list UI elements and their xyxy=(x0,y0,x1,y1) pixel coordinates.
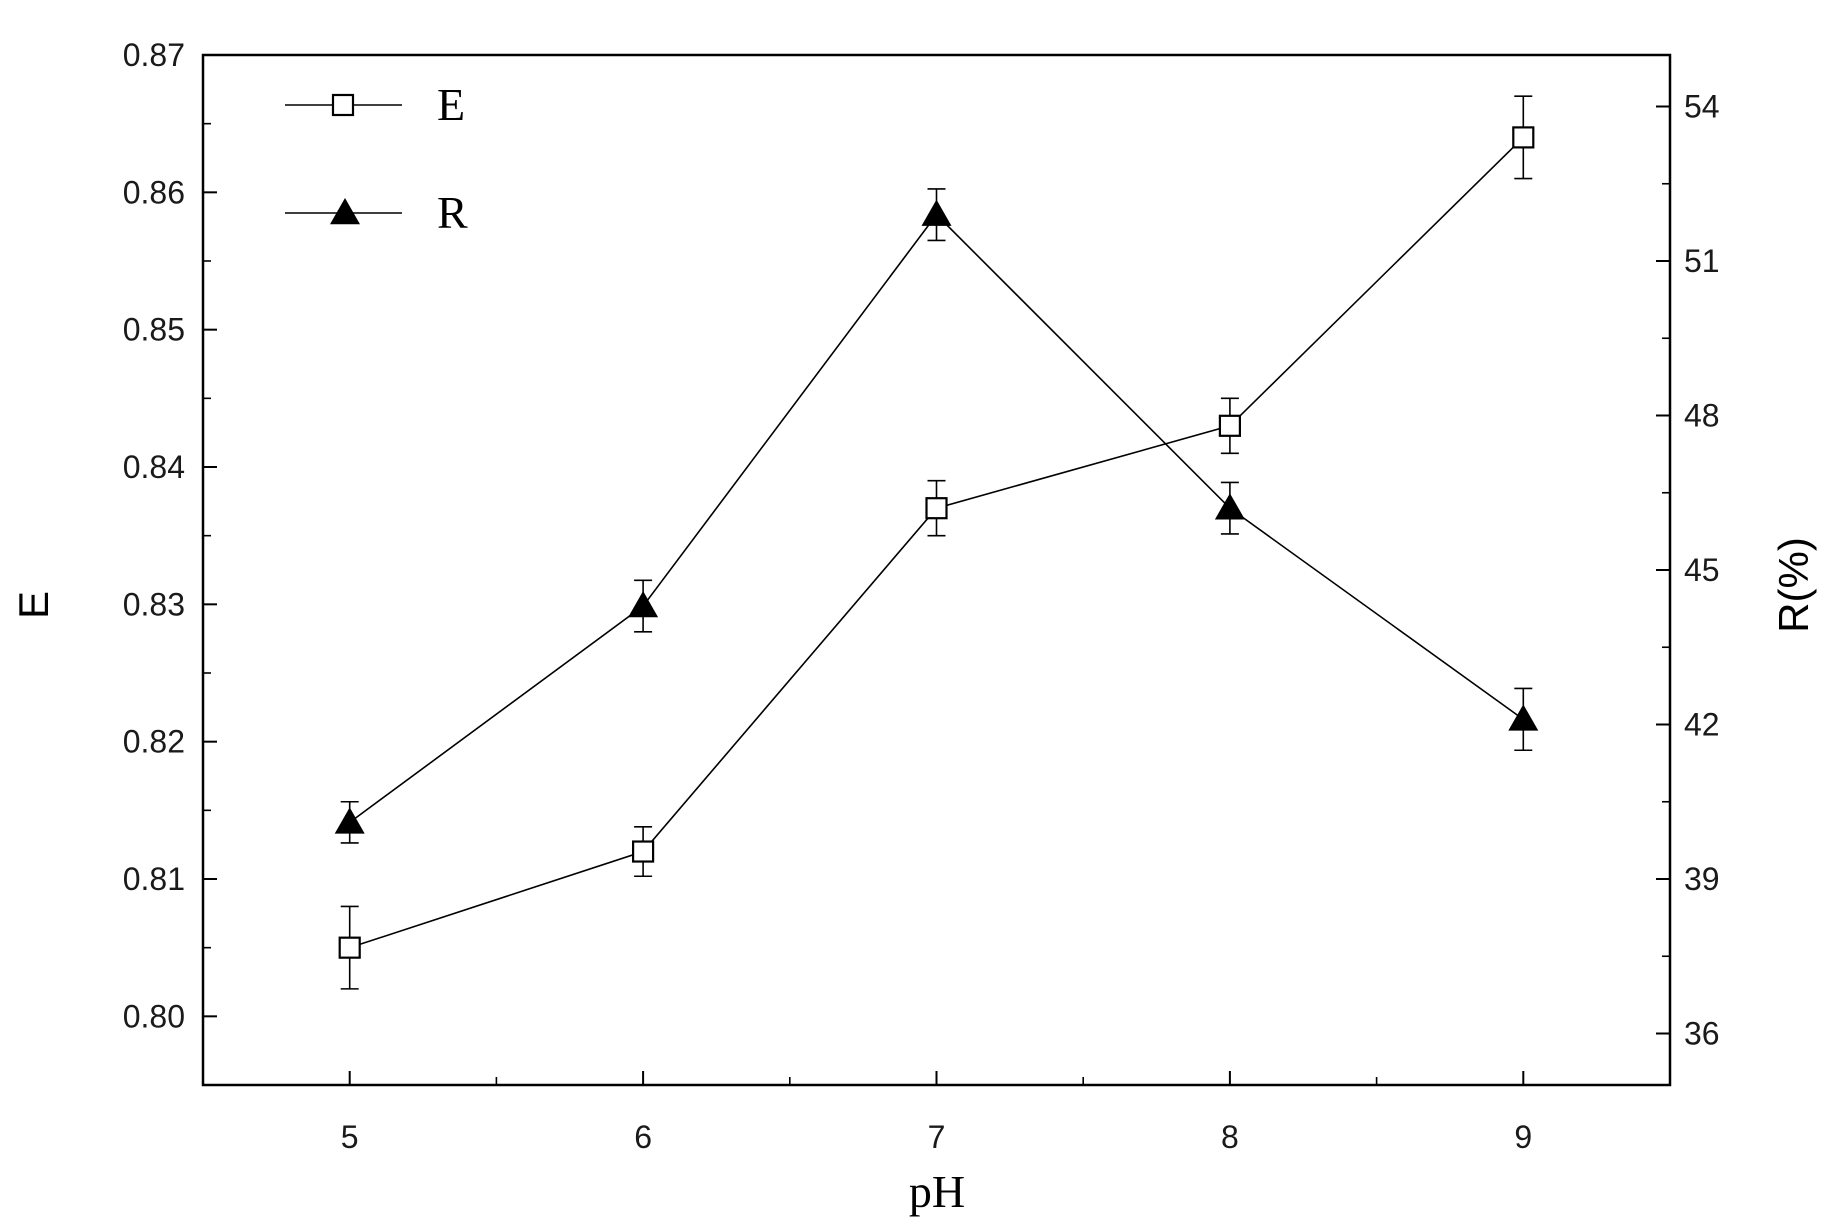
data-point-e xyxy=(631,840,655,863)
x-tick-label: 5 xyxy=(341,1119,359,1155)
x-tick-label: 6 xyxy=(634,1119,652,1155)
data-point-r xyxy=(334,807,365,834)
legend: ER xyxy=(285,79,468,238)
y-right-tick-label: 39 xyxy=(1684,861,1720,897)
legend-label-r: R xyxy=(437,187,468,238)
y-right-tick-label: 54 xyxy=(1684,89,1720,125)
x-tick-label: 7 xyxy=(928,1119,946,1155)
data-point-r xyxy=(1508,704,1539,731)
data-point-e xyxy=(1512,126,1535,149)
data-point-e xyxy=(338,936,361,959)
left-axis-title: E xyxy=(10,591,57,619)
legend-marker-r xyxy=(330,198,360,225)
y-right-tick-label: 45 xyxy=(1684,552,1720,588)
y-left-tick-label: 0.82 xyxy=(123,724,185,760)
data-point-e xyxy=(925,497,948,520)
y-right-tick-label: 51 xyxy=(1684,243,1720,279)
right-axis-title: R(%) xyxy=(1770,537,1817,633)
data-point-r xyxy=(921,199,952,226)
y-left-tick-label: 0.81 xyxy=(123,861,185,897)
y-left-tick-label: 0.86 xyxy=(123,174,185,210)
x-axis-title: pH xyxy=(909,1166,965,1217)
axis-ticks: 5 6 7 8 9 0.80 0.81 0.82 0.83 0.84 0.85 0.86 0.87 36 3… xyxy=(123,37,1720,1155)
y-left-tick-label: 0.87 xyxy=(123,37,185,73)
y-left-tick-label: 0.80 xyxy=(123,998,185,1034)
y-left-tick-label: 0.85 xyxy=(123,312,185,348)
series-markers xyxy=(334,126,1539,959)
x-tick-label: 8 xyxy=(1221,1119,1239,1155)
series-line-e xyxy=(349,136,1524,949)
legend-marker-e xyxy=(331,93,355,117)
data-point-r xyxy=(1214,493,1245,520)
legend-label-e: E xyxy=(437,79,465,130)
data-point-e xyxy=(1218,414,1242,437)
y-left-tick-label: 0.83 xyxy=(123,586,185,622)
y-left-tick-label: 0.84 xyxy=(123,449,185,485)
y-right-tick-label: 42 xyxy=(1684,707,1720,743)
series-lines xyxy=(349,136,1524,949)
y-right-tick-label: 48 xyxy=(1684,398,1720,434)
data-point-r xyxy=(628,591,659,618)
error-bars xyxy=(340,95,1533,990)
y-right-tick-label: 36 xyxy=(1684,1016,1720,1052)
x-tick-label: 9 xyxy=(1514,1119,1532,1155)
